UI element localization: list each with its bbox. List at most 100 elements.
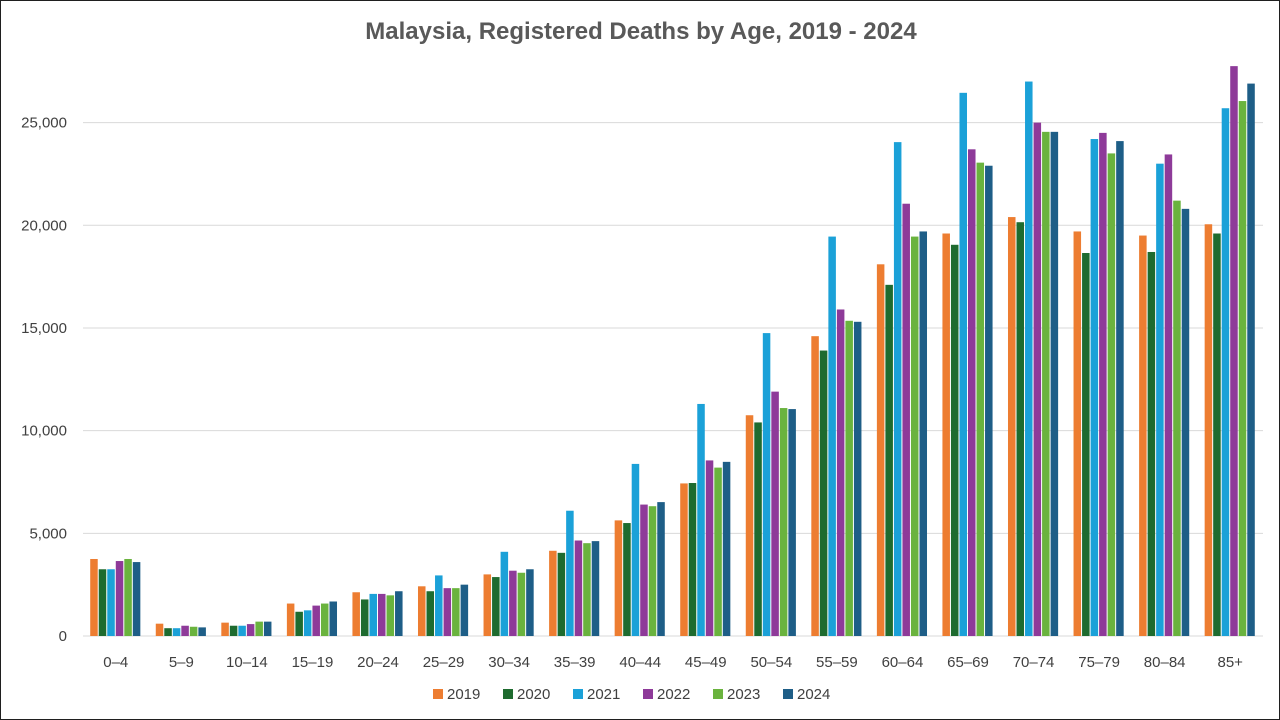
bar-2019-15 [1073, 231, 1082, 636]
bar-2023-8 [648, 506, 657, 636]
bar-2022-9 [705, 460, 714, 636]
legend-label-2023: 2023 [727, 686, 760, 703]
y-tick-label: 10,000 [21, 423, 67, 440]
bar-2019-10 [745, 415, 754, 636]
bar-2021-16 [1156, 163, 1164, 636]
bar-2022-4 [378, 593, 386, 636]
legend-swatch-2022 [643, 689, 653, 699]
bar-2022-5 [443, 588, 452, 636]
bar-2024-5 [460, 584, 469, 636]
bar-2023-1 [189, 626, 198, 636]
bar-2024-14 [1050, 131, 1059, 636]
bar-2020-4 [360, 599, 369, 636]
bar-2019-12 [876, 264, 885, 636]
y-tick-label: 20,000 [21, 217, 67, 234]
bar-2020-7 [557, 552, 566, 636]
bar-2023-9 [714, 467, 722, 636]
bar-2024-11 [853, 321, 862, 636]
bar-2024-13 [985, 165, 993, 637]
bar-2022-12 [902, 203, 910, 636]
y-tick-label: 15,000 [21, 320, 67, 337]
bar-2022-0 [115, 561, 124, 636]
x-tick-label: 80–84 [1144, 654, 1186, 671]
bar-2024-6 [526, 569, 534, 636]
bar-2020-9 [688, 483, 697, 636]
bar-2019-14 [1007, 217, 1016, 636]
y-axis: 0 5,000 10,000 15,000 20,000 25,000 [21, 115, 67, 645]
bar-2019-16 [1139, 235, 1147, 637]
bar-2022-6 [509, 570, 517, 636]
bar-2021-14 [1025, 81, 1033, 637]
bar-2020-1 [164, 628, 172, 636]
bar-2021-17 [1221, 108, 1230, 637]
bar-2024-10 [788, 409, 796, 636]
bar-2020-13 [950, 244, 959, 637]
legend-label-2020: 2020 [517, 686, 550, 703]
bar-2021-6 [500, 551, 509, 636]
bar-2022-15 [1099, 132, 1107, 637]
bar-2020-14 [1016, 222, 1025, 636]
bar-2023-6 [517, 572, 526, 636]
bar-2023-5 [452, 588, 460, 636]
bar-2023-2 [255, 621, 263, 637]
bar-2022-8 [640, 504, 648, 636]
bar-2020-3 [295, 611, 303, 636]
bar-2023-10 [779, 408, 788, 636]
x-tick-label: 15–19 [292, 654, 334, 671]
gridlines [83, 122, 1263, 637]
bar-2024-2 [263, 621, 272, 637]
bar-2019-3 [286, 603, 295, 636]
bar-2024-0 [132, 562, 141, 636]
bar-2021-10 [762, 333, 771, 636]
bar-2023-12 [910, 236, 919, 636]
bar-2021-12 [893, 142, 902, 636]
y-tick-label: 25,000 [21, 115, 67, 132]
bar-2020-17 [1213, 233, 1221, 636]
x-axis: 0–4 5–9 10–14 15–19 20–24 25–29 30–34 35–39 40–4… [103, 654, 1243, 671]
bar-2023-16 [1173, 200, 1181, 636]
bar-2024-3 [329, 601, 338, 636]
bar-2020-11 [819, 350, 828, 636]
legend-swatch-2023 [713, 689, 723, 699]
bar-2023-3 [320, 603, 329, 636]
bar-2021-11 [828, 236, 836, 636]
bar-2021-13 [959, 92, 967, 636]
bar-2023-14 [1042, 131, 1050, 636]
x-tick-label: 55–59 [816, 654, 858, 671]
bar-2019-6 [483, 574, 492, 636]
legend: 2019 2020 2021 2022 2023 2024 [433, 686, 830, 703]
bar-2023-0 [124, 558, 132, 636]
y-tick-label: 5,000 [29, 525, 67, 542]
bar-2022-17 [1230, 66, 1238, 636]
legend-swatch-2021 [573, 689, 583, 699]
bar-2020-8 [623, 523, 631, 636]
bar-2021-4 [369, 593, 377, 636]
bar-2023-7 [583, 543, 591, 636]
x-tick-label: 40–44 [619, 654, 661, 671]
bar-2024-1 [198, 627, 206, 637]
bar-2022-13 [968, 149, 976, 637]
bar-2022-3 [312, 605, 320, 636]
chart-title: Malaysia, Registered Deaths by Age, 2019… [365, 18, 917, 45]
legend-label-2022: 2022 [657, 686, 690, 703]
bar-2022-16 [1164, 154, 1173, 636]
bar-2021-9 [697, 403, 705, 636]
bar-2019-13 [942, 233, 950, 636]
bar-2024-9 [722, 461, 731, 636]
bar-2021-8 [631, 463, 640, 636]
bar-2023-17 [1238, 101, 1247, 637]
bar-2023-4 [386, 595, 395, 636]
legend-swatch-2019 [433, 689, 443, 699]
bar-2019-5 [417, 586, 426, 636]
bar-2024-4 [395, 591, 403, 636]
legend-label-2019: 2019 [447, 686, 480, 703]
x-tick-label: 10–14 [226, 654, 268, 671]
bar-2020-5 [426, 591, 435, 636]
bar-2020-12 [885, 284, 893, 636]
bar-2021-2 [238, 625, 246, 636]
bar-2022-10 [771, 391, 779, 637]
bar-2020-2 [229, 625, 238, 636]
bar-2023-15 [1107, 153, 1116, 636]
bar-2024-8 [657, 502, 665, 636]
